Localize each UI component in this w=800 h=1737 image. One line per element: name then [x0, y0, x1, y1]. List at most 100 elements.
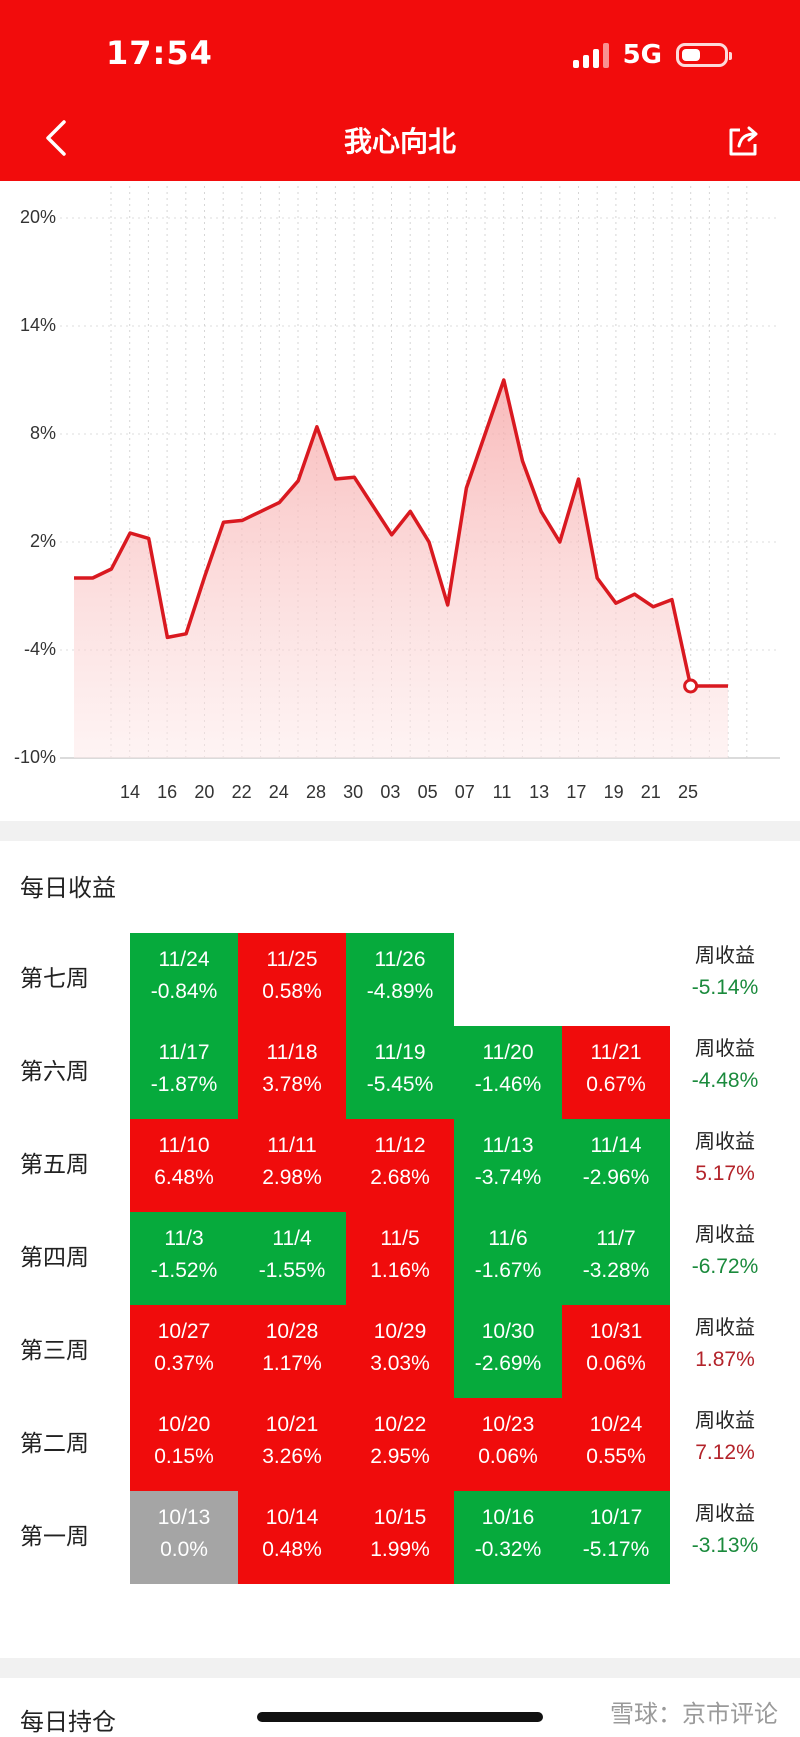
daily-return-cell[interactable]: 11/17-1.87%: [130, 1026, 238, 1119]
cell-date: 10/15: [346, 1502, 454, 1534]
week-summary-value: -5.14%: [680, 971, 770, 1005]
x-tick-label: 20: [184, 782, 224, 803]
network-type: 5G: [623, 40, 662, 70]
x-tick-label: 05: [408, 782, 448, 803]
week-summary-value: -4.48%: [680, 1064, 770, 1098]
cell-date: 10/14: [238, 1502, 346, 1534]
cell-return-value: 0.15%: [130, 1441, 238, 1473]
page-title: 我心向北: [0, 120, 800, 160]
daily-return-cell[interactable]: 11/20-1.46%: [454, 1026, 562, 1119]
cell-date: 10/30: [454, 1316, 562, 1348]
y-tick-label: 2%: [0, 531, 56, 552]
battery-icon: [676, 43, 728, 67]
x-tick-label: 24: [259, 782, 299, 803]
signal-icon: [573, 42, 609, 68]
cell-return-value: 3.78%: [238, 1069, 346, 1101]
cell-date: 10/31: [562, 1316, 670, 1348]
cell-return-value: -1.67%: [454, 1255, 562, 1287]
cell-return-value: 2.68%: [346, 1162, 454, 1194]
daily-return-cell[interactable]: 11/6-1.67%: [454, 1212, 562, 1305]
daily-return-cell[interactable]: 11/7-3.28%: [562, 1212, 670, 1305]
week-summary-label: 周收益: [680, 1032, 770, 1064]
week-summary-value: -3.13%: [680, 1529, 770, 1563]
daily-return-cell[interactable]: 11/26-4.89%: [346, 933, 454, 1026]
daily-holdings-title: 每日持仓: [20, 1702, 116, 1737]
daily-return-cell[interactable]: 11/14-2.96%: [562, 1119, 670, 1212]
daily-return-cell[interactable]: 11/3-1.52%: [130, 1212, 238, 1305]
daily-return-cell[interactable]: 11/13-3.74%: [454, 1119, 562, 1212]
week-summary-value: 1.87%: [680, 1343, 770, 1377]
daily-return-cell[interactable]: 10/17-5.17%: [562, 1491, 670, 1584]
cell-date: 11/7: [562, 1223, 670, 1255]
cell-return-value: 0.06%: [562, 1348, 670, 1380]
week-summary: 周收益-6.72%: [680, 1218, 770, 1284]
cell-date: 10/23: [454, 1409, 562, 1441]
cell-return-value: -1.52%: [130, 1255, 238, 1287]
cell-date: 11/10: [130, 1130, 238, 1162]
cell-return-value: 3.26%: [238, 1441, 346, 1473]
status-icons: 5G: [573, 38, 728, 72]
watermark: 雪球：京市评论: [610, 1694, 778, 1729]
y-tick-label: 20%: [0, 207, 56, 228]
x-tick-label: 17: [556, 782, 596, 803]
daily-return-cell[interactable]: 10/16-0.32%: [454, 1491, 562, 1584]
cell-return-value: -2.96%: [562, 1162, 670, 1194]
x-tick-label: 28: [296, 782, 336, 803]
week-summary-value: 7.12%: [680, 1436, 770, 1470]
cell-return-value: -0.32%: [454, 1534, 562, 1566]
daily-return-cell[interactable]: 11/4-1.55%: [238, 1212, 346, 1305]
share-icon[interactable]: [726, 124, 760, 158]
cell-return-value: 6.48%: [130, 1162, 238, 1194]
x-tick-label: 19: [594, 782, 634, 803]
x-tick-label: 11: [482, 782, 522, 803]
cell-date: 11/5: [346, 1223, 454, 1255]
x-tick-label: 03: [370, 782, 410, 803]
cell-return-value: 0.58%: [238, 976, 346, 1008]
daily-return-cell[interactable]: 10/30-2.69%: [454, 1305, 562, 1398]
cell-return-value: 0.67%: [562, 1069, 670, 1101]
daily-return-cell[interactable]: 11/24-0.84%: [130, 933, 238, 1026]
cell-return-value: 0.06%: [454, 1441, 562, 1473]
cell-date: 11/18: [238, 1037, 346, 1069]
cell-return-value: -3.74%: [454, 1162, 562, 1194]
cell-return-value: 2.95%: [346, 1441, 454, 1473]
chart-area: [74, 380, 728, 758]
cell-return-value: -1.55%: [238, 1255, 346, 1287]
home-indicator: [257, 1712, 543, 1722]
cell-date: 10/24: [562, 1409, 670, 1441]
cell-return-value: -1.46%: [454, 1069, 562, 1101]
week-summary-label: 周收益: [680, 1218, 770, 1250]
cell-return-value: 2.98%: [238, 1162, 346, 1194]
cell-date: 10/22: [346, 1409, 454, 1441]
daily-return-cell[interactable]: 11/19-5.45%: [346, 1026, 454, 1119]
y-tick-label: 8%: [0, 423, 56, 444]
week-label: 第五周: [20, 1151, 110, 1179]
status-time: 17:54: [106, 34, 213, 72]
cell-return-value: -5.17%: [562, 1534, 670, 1566]
cell-date: 11/13: [454, 1130, 562, 1162]
cell-date: 11/4: [238, 1223, 346, 1255]
x-tick-label: 25: [668, 782, 708, 803]
cell-return-value: -2.69%: [454, 1348, 562, 1380]
daily-returns-title: 每日收益: [20, 868, 116, 903]
